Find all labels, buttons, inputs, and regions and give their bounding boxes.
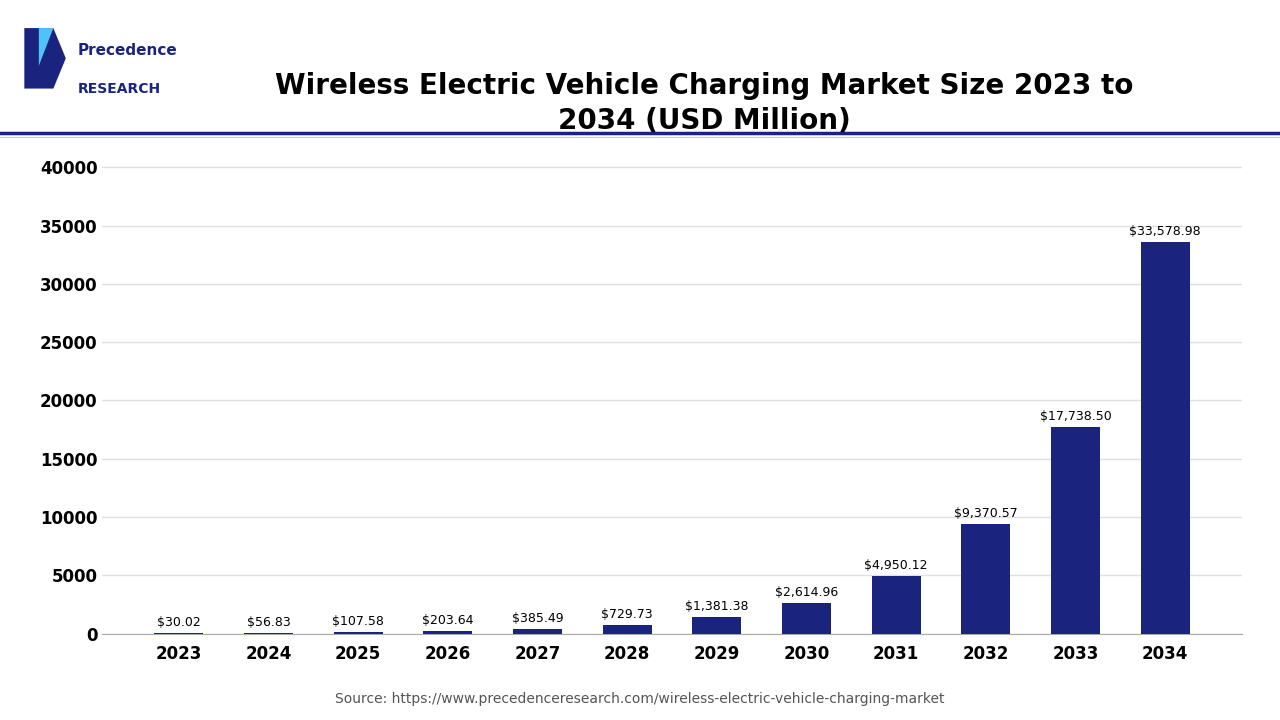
Text: $56.83: $56.83: [247, 616, 291, 629]
Text: $4,950.12: $4,950.12: [864, 559, 928, 572]
Text: $33,578.98: $33,578.98: [1129, 225, 1201, 238]
Text: Source: https://www.precedenceresearch.com/wireless-electric-vehicle-charging-ma: Source: https://www.precedenceresearch.c…: [335, 692, 945, 706]
Bar: [872, 576, 920, 634]
Bar: [692, 618, 741, 634]
Text: RESEARCH: RESEARCH: [77, 81, 160, 96]
Text: $203.64: $203.64: [422, 614, 474, 627]
Bar: [782, 603, 831, 634]
Text: $30.02: $30.02: [157, 616, 201, 629]
Text: Wireless Electric Vehicle Charging Market Size 2023 to
2034 (USD Million): Wireless Electric Vehicle Charging Marke…: [275, 72, 1133, 135]
Bar: [1051, 427, 1100, 634]
Polygon shape: [24, 28, 65, 89]
Polygon shape: [38, 28, 54, 66]
Bar: [424, 631, 472, 634]
Bar: [334, 632, 383, 634]
Text: $9,370.57: $9,370.57: [954, 508, 1018, 521]
Text: $1,381.38: $1,381.38: [685, 600, 749, 613]
Text: Precedence: Precedence: [77, 42, 177, 58]
Text: $2,614.96: $2,614.96: [774, 586, 838, 599]
Bar: [1140, 242, 1190, 634]
Bar: [961, 524, 1010, 634]
Bar: [603, 625, 652, 634]
Text: $729.73: $729.73: [602, 608, 653, 621]
Text: $107.58: $107.58: [333, 616, 384, 629]
Text: $385.49: $385.49: [512, 612, 563, 625]
Text: $17,738.50: $17,738.50: [1039, 410, 1111, 423]
Bar: [513, 629, 562, 634]
